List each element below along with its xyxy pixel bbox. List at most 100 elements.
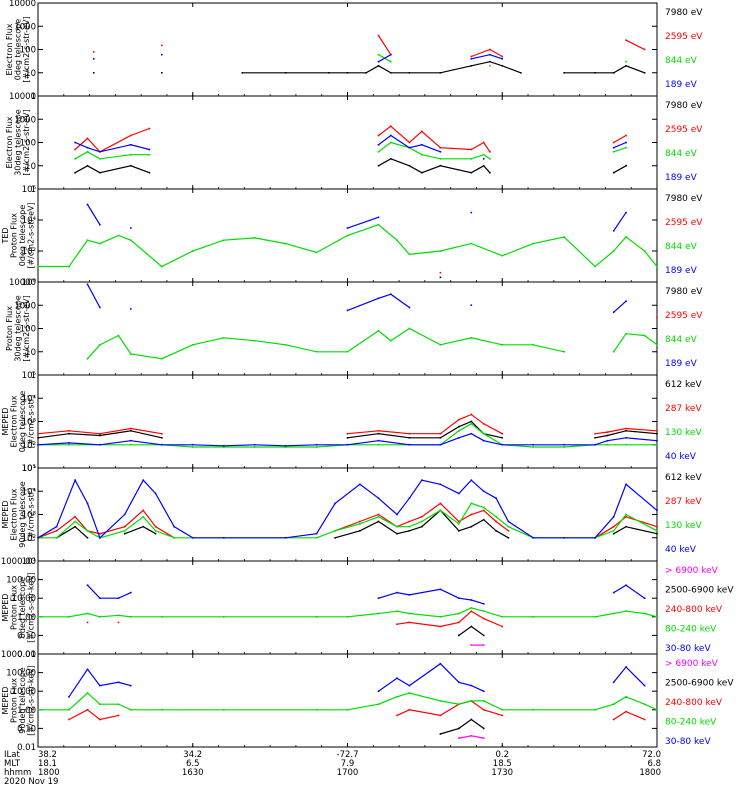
series-black <box>92 60 646 74</box>
series-line <box>378 54 392 63</box>
legend-entry: 130 keV <box>665 521 702 531</box>
legend-entry: 189 eV <box>665 359 698 369</box>
series-line <box>37 433 658 447</box>
legend-entry: 287 keV <box>665 497 702 507</box>
footer-value: 1700 <box>337 768 359 778</box>
series-blue <box>92 53 503 63</box>
legend-entry: 612 keV <box>665 380 702 390</box>
panel-2: 10000 1000 100 10 1 Electron Flux 30deg telesc… <box>5 92 703 195</box>
legend-entry: > 6900 keV <box>665 566 719 576</box>
data-point <box>148 153 151 156</box>
data-point <box>161 72 163 74</box>
y-tick-label: 10 <box>25 162 36 172</box>
data-point <box>625 300 627 302</box>
series-line <box>37 478 658 539</box>
legend-entry: 287 keV <box>665 404 702 414</box>
series-line <box>86 204 101 226</box>
y-tick-label: 100.00 <box>6 669 36 679</box>
series-line <box>242 61 522 74</box>
panel-frame <box>37 467 658 562</box>
series-line <box>613 134 627 144</box>
series-line <box>378 588 484 605</box>
time-axis-footer: ILat 38.2 34.2 -72.7 0.2 72.0 MLT 18.1 6.5 7.9 18.… <box>4 750 661 787</box>
footer-value: 34.2 <box>183 750 202 760</box>
y-tick-label: 10⁵ <box>22 464 36 474</box>
series-green <box>37 692 658 711</box>
series-blue <box>86 584 646 605</box>
legend-entry: 844 eV <box>665 56 698 66</box>
footer-row-label: hhmm <box>4 768 31 778</box>
y-axis-label: MEPED <box>1 687 10 715</box>
series-line <box>564 65 645 74</box>
series-line <box>594 430 658 439</box>
y-tick-label: 0.01 <box>17 650 36 660</box>
legend-entry: 40 keV <box>665 545 697 555</box>
legend-entry: 30-80 keV <box>665 737 711 747</box>
series-line <box>458 735 484 739</box>
y-axis-label: Electron Flux <box>5 116 14 168</box>
series-red <box>92 34 646 58</box>
data-point <box>148 148 151 151</box>
data-point <box>130 227 132 229</box>
data-point <box>334 537 336 539</box>
y-axis-label: MEPED <box>1 408 10 436</box>
series-line <box>378 125 491 153</box>
data-point <box>489 158 491 160</box>
footer-value: 0.2 <box>495 750 509 760</box>
y-axis-label: Electron Flux <box>10 488 19 540</box>
panel-4: 10000 1000 100 10 1 Proton Flux 30deg telescop… <box>5 278 703 381</box>
y-tick-label: 10.00 <box>12 687 36 697</box>
series-line <box>87 584 132 599</box>
data-point <box>656 316 658 319</box>
footer-date: 2020 Nov 19 <box>4 777 58 787</box>
y-tick-label: 10.00 <box>12 594 36 604</box>
footer-value: 18.1 <box>38 759 57 769</box>
data-point <box>625 134 627 137</box>
y-axis-label: [#/cm2-s-str-keV] <box>27 572 36 643</box>
data-point <box>439 276 442 279</box>
panel-6: 10⁵ 10⁴ 10³ 10² 10¹ MEPED Electron Flux 90deg t… <box>1 464 702 567</box>
series-red <box>439 271 442 274</box>
series-line <box>86 284 101 308</box>
y-tick-label: 10³ <box>22 511 36 521</box>
series-line <box>74 127 150 153</box>
y-axis-label: 30deg telescope <box>14 295 23 362</box>
data-point <box>408 306 411 309</box>
series-line <box>613 333 658 353</box>
series-blue <box>37 478 658 539</box>
y-tick-label: 1 <box>31 371 36 381</box>
legend-entry: 7980 eV <box>665 8 703 18</box>
footer-value: 1730 <box>491 768 513 778</box>
series-line <box>87 327 565 360</box>
y-tick-label: 10000 <box>9 0 36 9</box>
series-line <box>334 502 509 532</box>
series-blue <box>86 203 627 232</box>
series-line <box>68 709 119 721</box>
data-point <box>148 127 151 130</box>
y-tick-label: 0.01 <box>17 743 36 753</box>
y-tick-label: 10000 <box>9 92 36 102</box>
y-tick-label: 100 <box>20 46 36 56</box>
series-line <box>471 54 503 60</box>
y-axis-label: Proton Flux <box>10 213 19 258</box>
y-axis-label: Proton Flux <box>10 585 19 630</box>
y-tick-label: 1000.00 <box>1 557 36 567</box>
series-red <box>37 413 658 435</box>
series-blue <box>37 432 658 447</box>
panel-8: 1000.00 100.00 10.00 1.00 0.10 0.01 MEPED Proto… <box>1 650 735 753</box>
y-axis-label: 0deg telescope <box>18 577 27 638</box>
legend-entry: 189 eV <box>665 80 698 90</box>
series-line <box>625 39 645 51</box>
y-tick-label: 1000.00 <box>1 650 36 660</box>
data-point <box>92 72 95 74</box>
legend-entry: 7980 eV <box>665 194 703 204</box>
y-tick-label: 100 <box>20 325 36 335</box>
y-axis-label: [#/cm2-s-str-eV] <box>22 16 31 82</box>
data-point <box>489 151 491 153</box>
y-axis-label: Proton Flux <box>10 678 19 723</box>
y-tick-label: 10⁰ <box>22 278 37 288</box>
panel-frame <box>37 95 658 190</box>
y-tick-label: 1 <box>31 92 36 102</box>
series-line <box>334 509 509 539</box>
y-axis-label: 30deg telescope <box>14 109 23 176</box>
